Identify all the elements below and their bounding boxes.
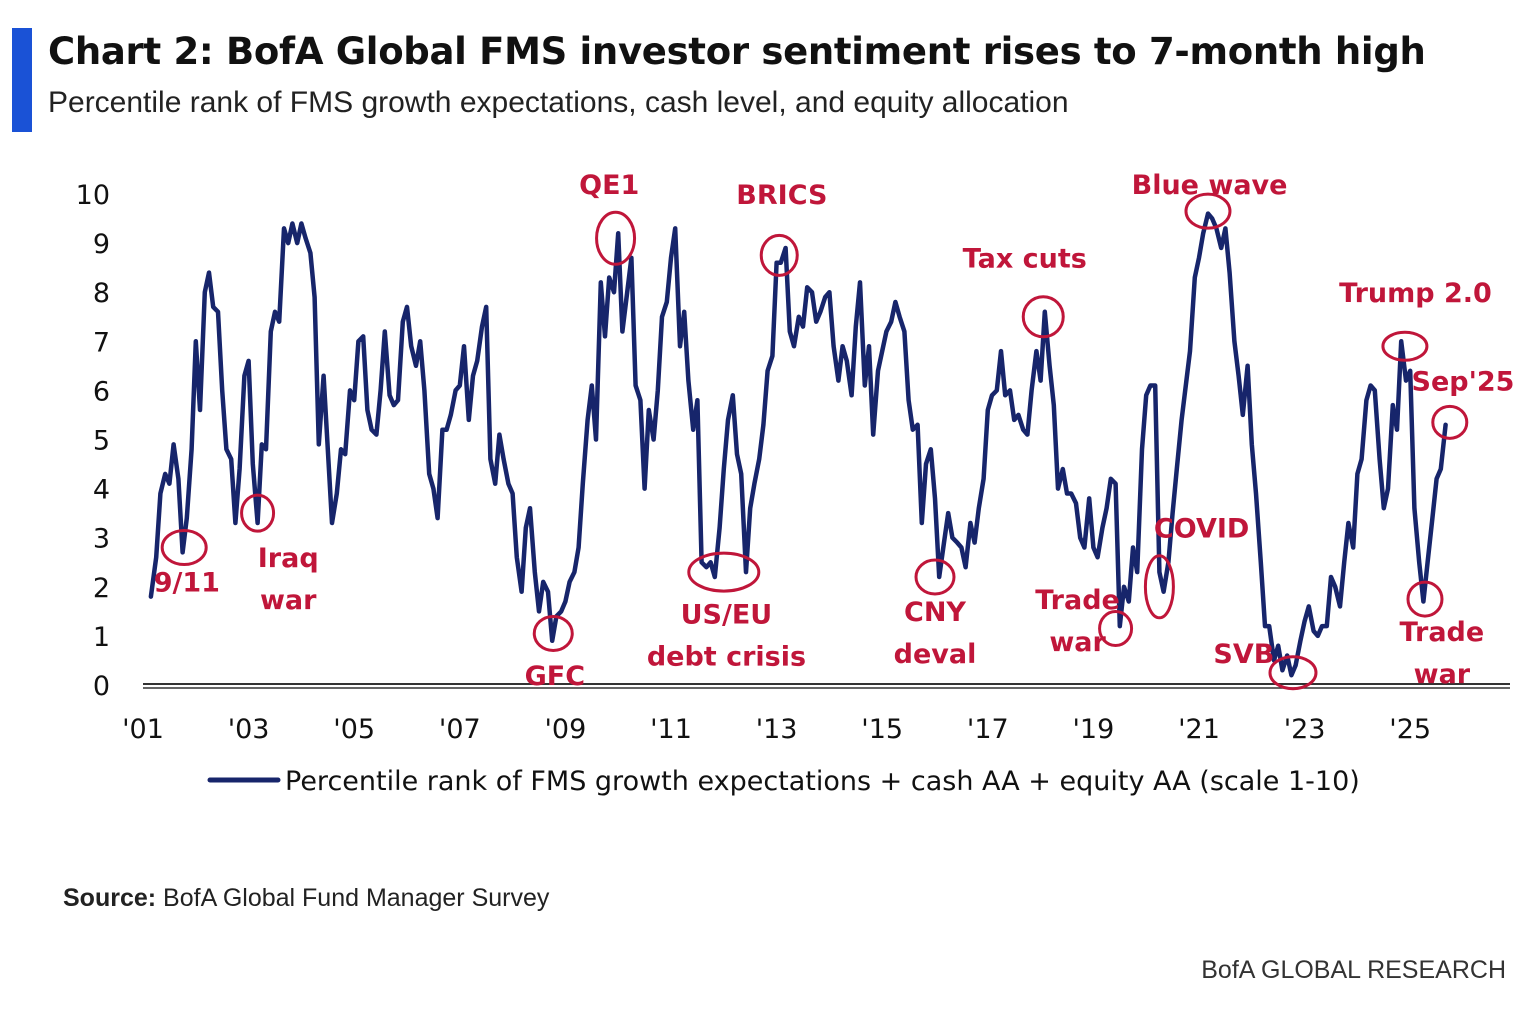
annotation-label: COVID xyxy=(1154,514,1249,545)
y-tick-label: 8 xyxy=(93,278,110,309)
annotation-circle xyxy=(1406,580,1444,618)
annotation-label: US/EU xyxy=(681,600,773,631)
annotation-label: war xyxy=(1414,659,1471,690)
x-tick-label: '19 xyxy=(1073,714,1115,745)
chart-subtitle: Percentile rank of FMS growth expectatio… xyxy=(48,86,1069,119)
y-tick-label: 5 xyxy=(93,426,110,457)
x-tick-label: '09 xyxy=(545,714,587,745)
x-tick-label: '21 xyxy=(1178,714,1220,745)
series-line xyxy=(148,211,1448,678)
x-tick-label: '15 xyxy=(861,714,903,745)
annotation-circle xyxy=(160,529,208,567)
brand-label: BofA GLOBAL RESEARCH xyxy=(1201,956,1506,984)
annotation-circle xyxy=(595,210,637,266)
y-tick-label: 2 xyxy=(93,573,110,604)
annotation-label: Trade xyxy=(1400,617,1485,648)
annotation-circle xyxy=(1021,295,1065,339)
annotation-circle xyxy=(1381,330,1429,362)
source-label: Source: xyxy=(63,884,157,912)
annotation-label: BRICS xyxy=(736,180,827,211)
legend-label: Percentile rank of FMS growth expectatio… xyxy=(285,766,1360,797)
x-tick-label: '23 xyxy=(1284,714,1326,745)
annotations-layer: 9/11 Iraq war GFC QE1 US/EU debt crisis BRICS CN… xyxy=(154,170,1515,692)
annotation-label: Blue wave xyxy=(1132,170,1288,201)
annotation-circle xyxy=(1098,610,1134,648)
annotation-label: GFC xyxy=(525,661,585,692)
y-tick-label: 1 xyxy=(93,622,110,653)
y-tick-label: 0 xyxy=(93,671,110,702)
annotation-label: Iraq xyxy=(258,543,319,574)
line-chart: 0 1 2 3 4 5 6 7 8 9 10 '01 '03 '05 '07 '09 '11 '13 '15 '17… xyxy=(76,170,1515,797)
annotation-label: deval xyxy=(894,639,977,670)
annotation-circle xyxy=(759,233,799,277)
annotation-label: Tax cuts xyxy=(963,244,1087,275)
annotation-circle xyxy=(914,558,956,596)
annotation-label: Trade xyxy=(1035,585,1120,616)
annotation-circle xyxy=(1143,554,1175,620)
source-text: BofA Global Fund Manager Survey xyxy=(163,884,550,912)
source-note: Source: BofA Global Fund Manager Survey xyxy=(63,884,549,913)
x-tick-label: '07 xyxy=(439,714,481,745)
y-tick-label: 4 xyxy=(93,475,110,506)
y-tick-label: 7 xyxy=(93,327,110,358)
x-tick-label: '03 xyxy=(228,714,270,745)
y-tick-label: 6 xyxy=(93,376,110,407)
y-tick-label: 10 xyxy=(76,180,110,211)
y-tick-label: 9 xyxy=(93,229,110,260)
title-accent-bar xyxy=(12,28,32,132)
x-tick-label: '11 xyxy=(650,714,692,745)
annotation-circle xyxy=(1268,655,1318,691)
series-layer xyxy=(148,211,1448,678)
annotation-label: CNY xyxy=(904,597,966,628)
annotation-circle xyxy=(532,614,574,652)
annotation-label: debt crisis xyxy=(647,642,806,673)
annotation-circle xyxy=(1431,404,1469,440)
x-axis-ticks: '01 '03 '05 '07 '09 '11 '13 '15 '17 '19 '21 '23 '25 xyxy=(122,714,1431,745)
x-tick-label: '13 xyxy=(756,714,798,745)
annotation-label: 9/11 xyxy=(154,568,220,599)
chart-title: Chart 2: BofA Global FMS investor sentim… xyxy=(48,30,1426,73)
annotation-label: Sep'25 xyxy=(1412,366,1515,397)
annotation-label: QE1 xyxy=(579,170,639,201)
annotation-circle xyxy=(1184,192,1232,230)
annotation-label: Trump 2.0 xyxy=(1339,278,1492,309)
annotation-circle xyxy=(240,493,276,533)
annotation-circle xyxy=(687,551,761,593)
legend: Percentile rank of FMS growth expectatio… xyxy=(207,766,1360,797)
y-tick-label: 3 xyxy=(93,524,110,555)
annotation-label: war xyxy=(1049,627,1106,658)
x-tick-label: '01 xyxy=(122,714,164,745)
x-tick-label: '17 xyxy=(967,714,1009,745)
x-tick-label: '05 xyxy=(333,714,375,745)
annotation-label: SVB xyxy=(1213,639,1274,670)
y-axis-ticks: 0 1 2 3 4 5 6 7 8 9 10 xyxy=(76,180,110,702)
x-tick-label: '25 xyxy=(1389,714,1431,745)
annotation-label: war xyxy=(260,585,317,616)
